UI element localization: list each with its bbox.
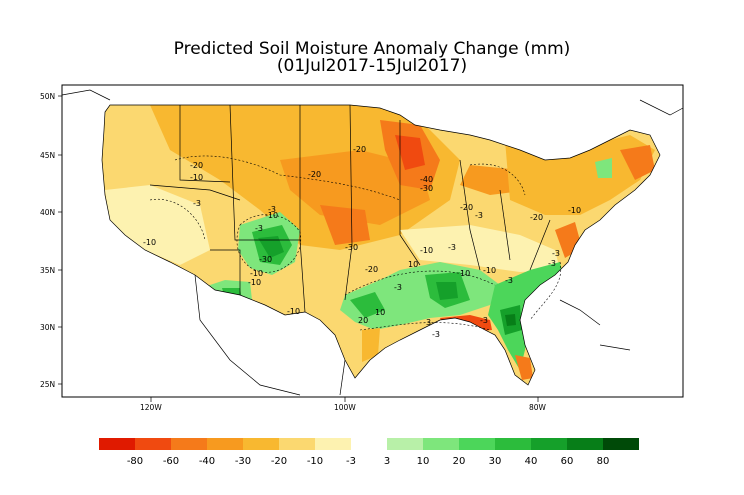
contour-label: -40: [420, 175, 433, 184]
contour-label: -3: [548, 259, 556, 268]
legend-swatch: [171, 438, 207, 450]
map-title: Predicted Soil Moisture Anomaly Change (…: [173, 39, 571, 59]
legend-swatch: [243, 438, 279, 450]
contour-label: -10: [568, 206, 581, 215]
legend-label: 30: [489, 456, 502, 467]
lon-tick-label: 120W: [140, 403, 162, 412]
lat-tick-label: 25N: [40, 380, 55, 389]
legend-labels: -80 -60 -40 -30 -20 -10 -3 3 10 20 30 40…: [127, 456, 610, 467]
contour-label: -20: [530, 213, 543, 222]
legend-swatch: [135, 438, 171, 450]
contour-label: -10: [483, 266, 496, 275]
contour-label: -3: [475, 211, 483, 220]
legend-label: -3: [346, 456, 356, 467]
contour-label: -3: [552, 249, 560, 258]
legend-swatch: [531, 438, 567, 450]
contour-label: -3: [193, 199, 201, 208]
contour-label: -20: [353, 145, 366, 154]
legend-swatch: [495, 438, 531, 450]
legend-label: 10: [417, 456, 430, 467]
legend-label: -80: [127, 456, 143, 467]
legend-label: -30: [235, 456, 251, 467]
legend-label: -40: [199, 456, 215, 467]
contour-label: -3: [255, 224, 263, 233]
lat-tick-label: 50N: [40, 92, 55, 101]
legend-swatch: [603, 438, 639, 450]
legend-colorbar: [99, 438, 639, 450]
legend-swatch: [567, 438, 603, 450]
contour-label-layer: -20 -10 -3 -10 -20 -20 -3 -10 -40 -30 -2…: [143, 145, 581, 339]
contour-label: 10: [408, 260, 418, 269]
contour-label: -10: [420, 246, 433, 255]
contour-label: -10: [250, 269, 263, 278]
contour-label: -30: [420, 184, 433, 193]
coastline-layer: [61, 89, 684, 396]
longitude-axis: 120W 100W 80W: [140, 397, 547, 412]
contour-label: -20: [460, 203, 473, 212]
legend-swatch: [315, 438, 351, 450]
contour-label: -30: [345, 243, 358, 252]
contour-label: -10: [287, 307, 300, 316]
contour-label: -10: [248, 278, 261, 287]
contour-label: 20: [358, 316, 368, 325]
legend-label: 3: [384, 456, 390, 467]
contour-label: -30: [259, 255, 272, 264]
legend-swatch: [207, 438, 243, 450]
contour-label: 10: [460, 269, 470, 278]
contour-label: 3: [426, 318, 431, 327]
legend-label: 40: [525, 456, 538, 467]
legend-label: -10: [307, 456, 323, 467]
lat-tick-label: 30N: [40, 323, 55, 332]
lat-tick-label: 35N: [40, 266, 55, 275]
legend-swatch: [423, 438, 459, 450]
legend-label: -20: [271, 456, 287, 467]
contour-label: 10: [375, 308, 385, 317]
contour-label: -10: [265, 211, 278, 220]
legend-label: 20: [453, 456, 466, 467]
lon-tick-label: 100W: [334, 403, 356, 412]
contour-label: -10: [143, 238, 156, 247]
contour-label: -3: [480, 316, 488, 325]
lat-tick-label: 40N: [40, 208, 55, 217]
contour-label: -3: [448, 243, 456, 252]
lat-tick-label: 45N: [40, 151, 55, 160]
legend-swatch: [387, 438, 423, 450]
latitude-axis: 50N 45N 40N 35N 30N 25N: [40, 92, 62, 389]
legend-label: 60: [561, 456, 574, 467]
legend-label: -60: [163, 456, 179, 467]
contour-label: -20: [308, 170, 321, 179]
lon-tick-label: 80W: [529, 403, 547, 412]
contour-label: -3: [432, 330, 440, 339]
legend-swatch: [279, 438, 315, 450]
map-subtitle: (01Jul2017-15Jul2017): [276, 56, 468, 76]
contour-lines: [149, 155, 562, 331]
legend-label: 80: [597, 456, 610, 467]
legend-swatch: [99, 438, 135, 450]
contour-label: -3: [268, 205, 276, 214]
contour-label: -3: [505, 276, 513, 285]
contour-label: -3: [394, 283, 402, 292]
contour-label: -20: [190, 161, 203, 170]
contour-label: -20: [365, 265, 378, 274]
legend-swatch: [459, 438, 495, 450]
contour-label: -10: [190, 173, 203, 182]
